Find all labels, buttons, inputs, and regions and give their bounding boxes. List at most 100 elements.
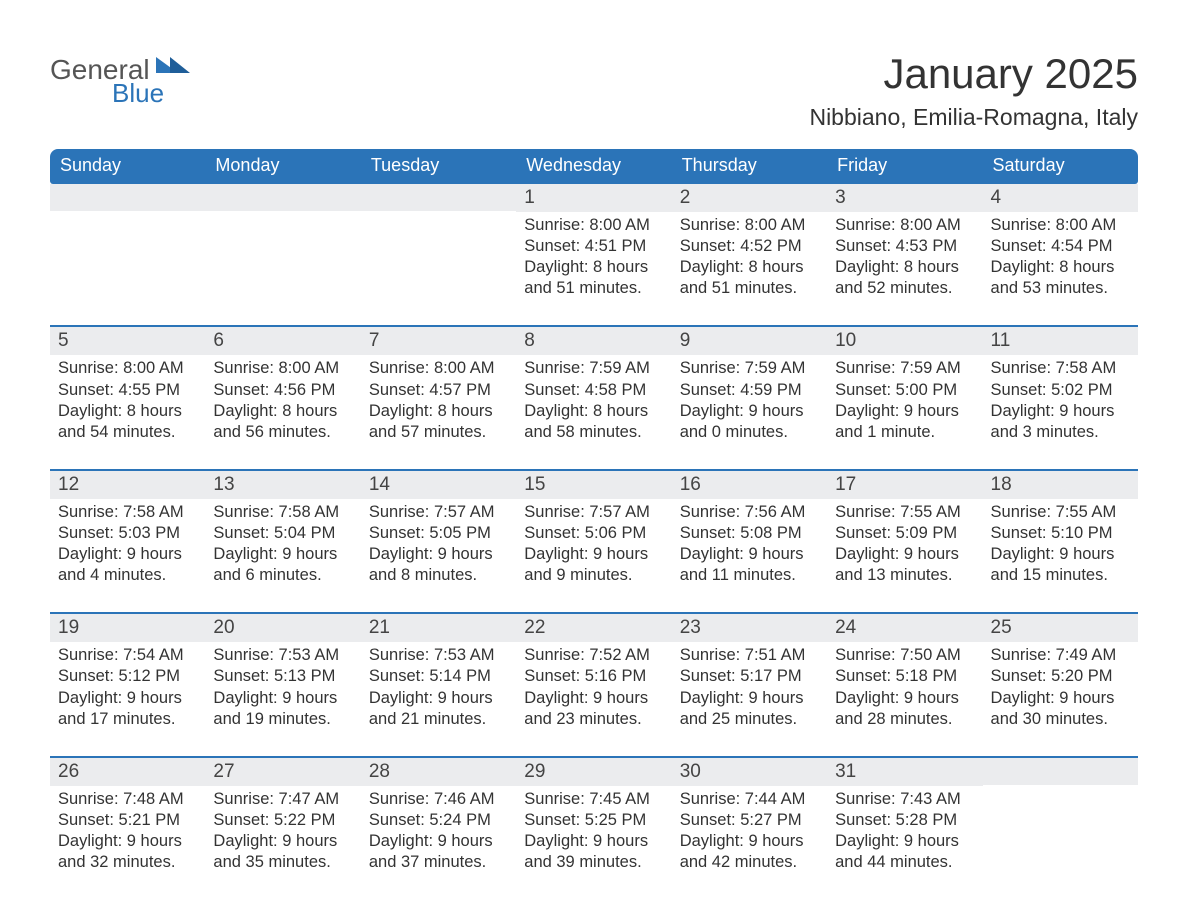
calendar-day-cell: 8Sunrise: 7:59 AMSunset: 4:58 PMDaylight… — [516, 325, 671, 468]
day-detail: Sunrise: 7:55 AMSunset: 5:10 PMDaylight:… — [983, 499, 1138, 612]
day-number: 12 — [50, 471, 205, 499]
daylight-line: Daylight: 9 hours and 37 minutes. — [369, 831, 508, 873]
sunset-line: Sunset: 5:20 PM — [991, 666, 1130, 687]
sunrise-line: Sunrise: 7:52 AM — [524, 645, 663, 666]
daylight-line: Daylight: 9 hours and 21 minutes. — [369, 688, 508, 730]
day-number: 26 — [50, 758, 205, 786]
sunrise-line: Sunrise: 7:46 AM — [369, 789, 508, 810]
location-subtitle: Nibbiano, Emilia-Romagna, Italy — [809, 104, 1138, 131]
calendar-day-cell: 29Sunrise: 7:45 AMSunset: 5:25 PMDayligh… — [516, 756, 671, 899]
calendar-day-cell: 9Sunrise: 7:59 AMSunset: 4:59 PMDaylight… — [672, 325, 827, 468]
sunset-line: Sunset: 4:59 PM — [680, 380, 819, 401]
daylight-line: Daylight: 9 hours and 19 minutes. — [213, 688, 352, 730]
brand-blue: Blue — [112, 80, 190, 106]
sunset-line: Sunset: 5:14 PM — [369, 666, 508, 687]
sunset-line: Sunset: 4:55 PM — [58, 380, 197, 401]
day-number: 25 — [983, 614, 1138, 642]
calendar-day-cell: 2Sunrise: 8:00 AMSunset: 4:52 PMDaylight… — [672, 184, 827, 325]
calendar-week-row: 19Sunrise: 7:54 AMSunset: 5:12 PMDayligh… — [50, 612, 1138, 755]
calendar-day-cell: 4Sunrise: 8:00 AMSunset: 4:54 PMDaylight… — [983, 184, 1138, 325]
sunrise-line: Sunrise: 7:59 AM — [835, 358, 974, 379]
calendar-day-cell: 26Sunrise: 7:48 AMSunset: 5:21 PMDayligh… — [50, 756, 205, 899]
day-number: 7 — [361, 327, 516, 355]
calendar-day-cell: 28Sunrise: 7:46 AMSunset: 5:24 PMDayligh… — [361, 756, 516, 899]
day-number: 19 — [50, 614, 205, 642]
sunset-line: Sunset: 5:16 PM — [524, 666, 663, 687]
day-number: 29 — [516, 758, 671, 786]
sunset-line: Sunset: 5:21 PM — [58, 810, 197, 831]
sunset-line: Sunset: 5:02 PM — [991, 380, 1130, 401]
day-number: 22 — [516, 614, 671, 642]
daylight-line: Daylight: 9 hours and 9 minutes. — [524, 544, 663, 586]
day-number: 24 — [827, 614, 982, 642]
day-detail — [205, 211, 360, 311]
day-detail: Sunrise: 7:59 AMSunset: 5:00 PMDaylight:… — [827, 355, 982, 468]
sunrise-line: Sunrise: 8:00 AM — [680, 215, 819, 236]
calendar-day-cell: 27Sunrise: 7:47 AMSunset: 5:22 PMDayligh… — [205, 756, 360, 899]
sunrise-line: Sunrise: 7:44 AM — [680, 789, 819, 810]
sunrise-line: Sunrise: 7:49 AM — [991, 645, 1130, 666]
daylight-line: Daylight: 8 hours and 56 minutes. — [213, 401, 352, 443]
day-number: 15 — [516, 471, 671, 499]
sunrise-line: Sunrise: 7:55 AM — [991, 502, 1130, 523]
day-detail: Sunrise: 8:00 AMSunset: 4:54 PMDaylight:… — [983, 212, 1138, 325]
sunrise-line: Sunrise: 7:47 AM — [213, 789, 352, 810]
day-detail: Sunrise: 7:50 AMSunset: 5:18 PMDaylight:… — [827, 642, 982, 755]
dow-header: Monday — [205, 149, 360, 184]
daylight-line: Daylight: 8 hours and 51 minutes. — [524, 257, 663, 299]
day-number — [361, 184, 516, 211]
page-title: January 2025 — [809, 50, 1138, 98]
daylight-line: Daylight: 9 hours and 25 minutes. — [680, 688, 819, 730]
day-detail — [983, 785, 1138, 885]
sunset-line: Sunset: 5:22 PM — [213, 810, 352, 831]
daylight-line: Daylight: 8 hours and 51 minutes. — [680, 257, 819, 299]
daylight-line: Daylight: 9 hours and 39 minutes. — [524, 831, 663, 873]
day-detail: Sunrise: 7:57 AMSunset: 5:06 PMDaylight:… — [516, 499, 671, 612]
sunrise-line: Sunrise: 7:59 AM — [524, 358, 663, 379]
day-detail: Sunrise: 7:46 AMSunset: 5:24 PMDaylight:… — [361, 786, 516, 899]
sunset-line: Sunset: 5:13 PM — [213, 666, 352, 687]
daylight-line: Daylight: 9 hours and 44 minutes. — [835, 831, 974, 873]
dow-header: Sunday — [50, 149, 205, 184]
daylight-line: Daylight: 8 hours and 54 minutes. — [58, 401, 197, 443]
sunset-line: Sunset: 5:03 PM — [58, 523, 197, 544]
daylight-line: Daylight: 9 hours and 8 minutes. — [369, 544, 508, 586]
day-detail: Sunrise: 7:51 AMSunset: 5:17 PMDaylight:… — [672, 642, 827, 755]
daylight-line: Daylight: 8 hours and 58 minutes. — [524, 401, 663, 443]
dow-header: Wednesday — [516, 149, 671, 184]
daylight-line: Daylight: 9 hours and 17 minutes. — [58, 688, 197, 730]
sunset-line: Sunset: 4:53 PM — [835, 236, 974, 257]
calendar-day-cell: 24Sunrise: 7:50 AMSunset: 5:18 PMDayligh… — [827, 612, 982, 755]
calendar-week-row: 1Sunrise: 8:00 AMSunset: 4:51 PMDaylight… — [50, 184, 1138, 325]
sunset-line: Sunset: 5:05 PM — [369, 523, 508, 544]
calendar-day-cell: 7Sunrise: 8:00 AMSunset: 4:57 PMDaylight… — [361, 325, 516, 468]
calendar-day-cell: 31Sunrise: 7:43 AMSunset: 5:28 PMDayligh… — [827, 756, 982, 899]
daylight-line: Daylight: 9 hours and 0 minutes. — [680, 401, 819, 443]
day-of-week-header-row: SundayMondayTuesdayWednesdayThursdayFrid… — [50, 149, 1138, 184]
day-number: 13 — [205, 471, 360, 499]
calendar-empty-cell — [50, 184, 205, 325]
calendar-day-cell: 6Sunrise: 8:00 AMSunset: 4:56 PMDaylight… — [205, 325, 360, 468]
daylight-line: Daylight: 9 hours and 32 minutes. — [58, 831, 197, 873]
day-number: 4 — [983, 184, 1138, 212]
sunset-line: Sunset: 5:08 PM — [680, 523, 819, 544]
sunset-line: Sunset: 4:54 PM — [991, 236, 1130, 257]
day-detail: Sunrise: 7:53 AMSunset: 5:14 PMDaylight:… — [361, 642, 516, 755]
sunrise-line: Sunrise: 7:54 AM — [58, 645, 197, 666]
calendar-day-cell: 25Sunrise: 7:49 AMSunset: 5:20 PMDayligh… — [983, 612, 1138, 755]
brand-logo: General Blue — [50, 50, 190, 106]
daylight-line: Daylight: 9 hours and 35 minutes. — [213, 831, 352, 873]
sunrise-line: Sunrise: 7:58 AM — [213, 502, 352, 523]
day-detail: Sunrise: 7:49 AMSunset: 5:20 PMDaylight:… — [983, 642, 1138, 755]
daylight-line: Daylight: 9 hours and 13 minutes. — [835, 544, 974, 586]
day-number — [50, 184, 205, 211]
dow-header: Tuesday — [361, 149, 516, 184]
calendar-day-cell: 12Sunrise: 7:58 AMSunset: 5:03 PMDayligh… — [50, 469, 205, 612]
sunrise-line: Sunrise: 7:58 AM — [991, 358, 1130, 379]
day-detail: Sunrise: 7:53 AMSunset: 5:13 PMDaylight:… — [205, 642, 360, 755]
day-detail: Sunrise: 7:59 AMSunset: 4:58 PMDaylight:… — [516, 355, 671, 468]
sunset-line: Sunset: 5:25 PM — [524, 810, 663, 831]
day-detail: Sunrise: 8:00 AMSunset: 4:57 PMDaylight:… — [361, 355, 516, 468]
calendar-day-cell: 15Sunrise: 7:57 AMSunset: 5:06 PMDayligh… — [516, 469, 671, 612]
day-number: 21 — [361, 614, 516, 642]
